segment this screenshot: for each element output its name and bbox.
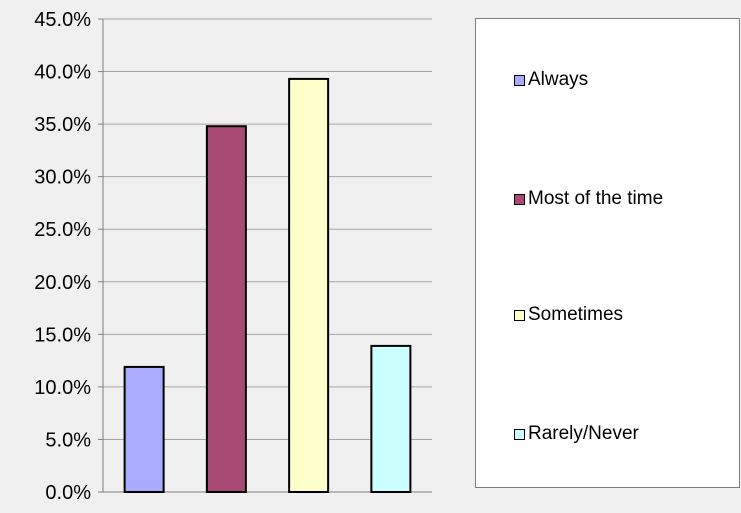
legend-label-most-of-the-time: Most of the time [528,188,664,209]
legend-item-rarely-never: Rarely/Never [514,423,639,445]
legend-swatch-always [514,74,525,86]
y-tick-label: 25.0% [34,219,91,241]
bar-rarely-never [370,344,412,494]
y-tick-label: 45.0% [34,9,91,31]
y-tick-label: 0.0% [45,482,91,504]
legend-item-always: Always [514,69,588,91]
bar-most-of-the-time [205,125,247,493]
legend-item-most-of-the-time: Most of the time [514,188,663,210]
legend-label-always: Always [528,69,589,90]
legend-swatch-most-of-the-time [514,193,525,205]
legend-swatch-sometimes [514,309,525,321]
legend: Always Most of the time Sometimes Rarely… [475,18,740,488]
y-tick-label: 30.0% [34,167,91,189]
y-tick-label: 20.0% [34,272,91,294]
y-tick-label: 15.0% [34,324,91,346]
bars [123,77,412,494]
legend-label-rarely-never: Rarely/Never [528,423,639,444]
y-tick-label: 40.0% [34,62,91,84]
y-tick-label: 35.0% [34,114,91,136]
y-tick-labels: 0.0% 5.0% 10.0% 15.0% 20.0% 25.0% 30.0% 35.0% 40… [34,9,91,504]
legend-item-sometimes: Sometimes [514,304,623,326]
legend-label-sometimes: Sometimes [528,304,624,325]
y-tick-label: 10.0% [34,377,91,399]
bar-always [123,365,165,494]
legend-swatch-rarely-never [514,428,525,440]
y-tick-label: 5.0% [45,429,91,451]
bar-sometimes [288,77,330,493]
